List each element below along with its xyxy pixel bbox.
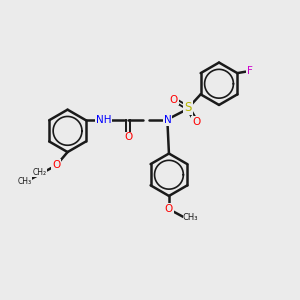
Text: CH₂: CH₂ [33,168,47,177]
Text: O: O [170,94,178,105]
Text: CH₃: CH₃ [183,213,199,222]
Text: NH: NH [96,115,111,125]
Text: O: O [52,160,61,170]
Text: N: N [164,115,171,125]
Text: O: O [165,204,173,214]
Text: O: O [192,117,200,127]
Text: CH₃: CH₃ [17,177,32,186]
Text: F: F [247,66,253,76]
Text: S: S [184,101,192,114]
Text: ethoxy: ethoxy [66,169,71,171]
Text: O: O [124,132,132,142]
